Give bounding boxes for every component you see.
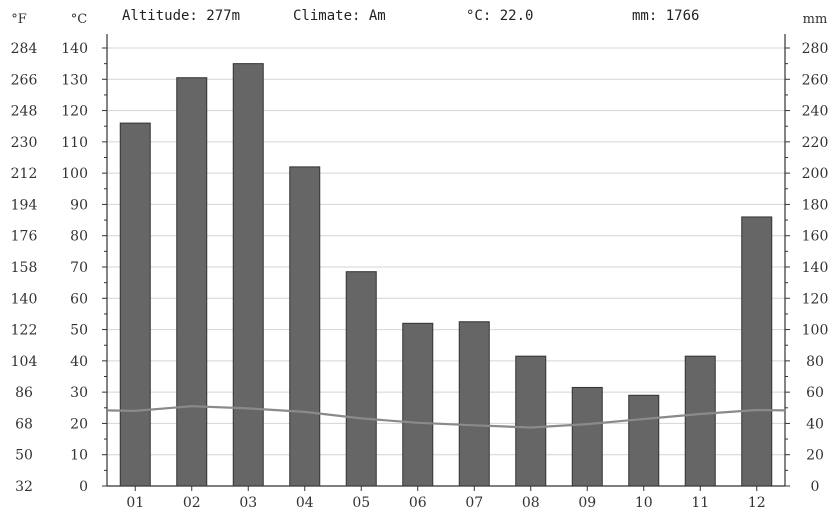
climate-text: Climate: Am	[293, 8, 386, 24]
celsius-tick-label: 80	[70, 229, 88, 245]
celsius-tick-label: 90	[70, 197, 88, 213]
celsius-axis-label: °C	[71, 12, 88, 27]
fahrenheit-tick-label: 176	[11, 229, 38, 245]
month-tick-label: 03	[239, 495, 257, 509]
celsius-tick-label: 120	[61, 104, 88, 120]
fahrenheit-axis-label: °F	[11, 12, 27, 27]
fahrenheit-tick-label: 158	[11, 260, 38, 276]
mm-tick-label: 60	[806, 385, 824, 401]
month-tick-label: 12	[748, 495, 766, 509]
celsius-tick-label: 30	[70, 385, 88, 401]
mm-tick-label: 40	[806, 416, 824, 432]
fahrenheit-tick-label: 122	[11, 323, 38, 339]
month-tick-label: 07	[465, 495, 483, 509]
month-tick-label: 01	[126, 495, 144, 509]
precipitation-bar	[458, 321, 490, 487]
precipitation-bar	[571, 386, 603, 487]
mean-temperature-text: °C: 22.0	[466, 8, 534, 24]
precipitation-bar	[289, 166, 321, 487]
precipitation-bar	[119, 122, 151, 487]
mm-axis-label: mm	[803, 12, 828, 27]
celsius-tick-label: 20	[70, 416, 88, 432]
fahrenheit-tick-label: 68	[15, 416, 33, 432]
celsius-tick-label: 50	[70, 323, 88, 339]
celsius-tick-label: 110	[61, 135, 88, 151]
precipitation-bar	[176, 77, 208, 487]
fahrenheit-tick-label: 248	[11, 104, 38, 120]
month-tick-label: 04	[296, 495, 314, 509]
mm-tick-label: 180	[802, 197, 829, 213]
annual-precipitation-text: mm: 1766	[632, 8, 700, 24]
celsius-tick-label: 70	[70, 260, 88, 276]
mm-tick-label: 160	[802, 229, 829, 245]
month-tick-label: 06	[409, 495, 427, 509]
altitude-text: Altitude: 277m	[122, 8, 241, 24]
fahrenheit-tick-label: 266	[11, 72, 38, 88]
fahrenheit-tick-label: 104	[11, 354, 38, 370]
temperature-line	[106, 405, 786, 429]
precipitation-bar	[402, 322, 434, 487]
fahrenheit-tick-label: 32	[15, 479, 33, 495]
precipitation-bar	[345, 271, 377, 487]
celsius-tick-label: 140	[61, 41, 88, 57]
month-tick-label: 10	[635, 495, 653, 509]
mm-tick-label: 240	[802, 104, 829, 120]
fahrenheit-tick-label: 230	[11, 135, 38, 151]
fahrenheit-tick-label: 194	[11, 197, 38, 213]
fahrenheit-tick-label: 212	[11, 166, 38, 182]
mm-tick-label: 280	[802, 41, 829, 57]
precipitation-bar	[515, 355, 547, 487]
fahrenheit-tick-label: 140	[11, 291, 38, 307]
fahrenheit-tick-label: 86	[15, 385, 33, 401]
mm-tick-label: 140	[802, 260, 829, 276]
precipitation-bar	[684, 355, 716, 487]
month-tick-label: 02	[183, 495, 201, 509]
celsius-tick-label: 130	[61, 72, 88, 88]
month-tick-label: 11	[691, 495, 709, 509]
month-tick-label: 08	[522, 495, 540, 509]
precipitation-bar	[741, 216, 773, 487]
celsius-tick-label: 60	[70, 291, 88, 307]
mm-tick-label: 0	[811, 479, 820, 495]
month-tick-label: 09	[578, 495, 596, 509]
mm-tick-label: 220	[802, 135, 829, 151]
mm-tick-label: 200	[802, 166, 829, 182]
mm-tick-label: 120	[802, 291, 829, 307]
celsius-tick-label: 100	[61, 166, 88, 182]
mm-tick-label: 100	[802, 323, 829, 339]
fahrenheit-tick-label: 284	[11, 41, 38, 57]
precipitation-bar	[628, 394, 660, 487]
mm-tick-label: 80	[806, 354, 824, 370]
month-tick-label: 05	[352, 495, 370, 509]
celsius-tick-label: 10	[70, 448, 88, 464]
fahrenheit-tick-label: 50	[15, 448, 33, 464]
mm-tick-label: 20	[806, 448, 824, 464]
mm-tick-label: 260	[802, 72, 829, 88]
celsius-tick-label: 0	[79, 479, 88, 495]
celsius-tick-label: 40	[70, 354, 88, 370]
precipitation-bar	[232, 63, 264, 487]
